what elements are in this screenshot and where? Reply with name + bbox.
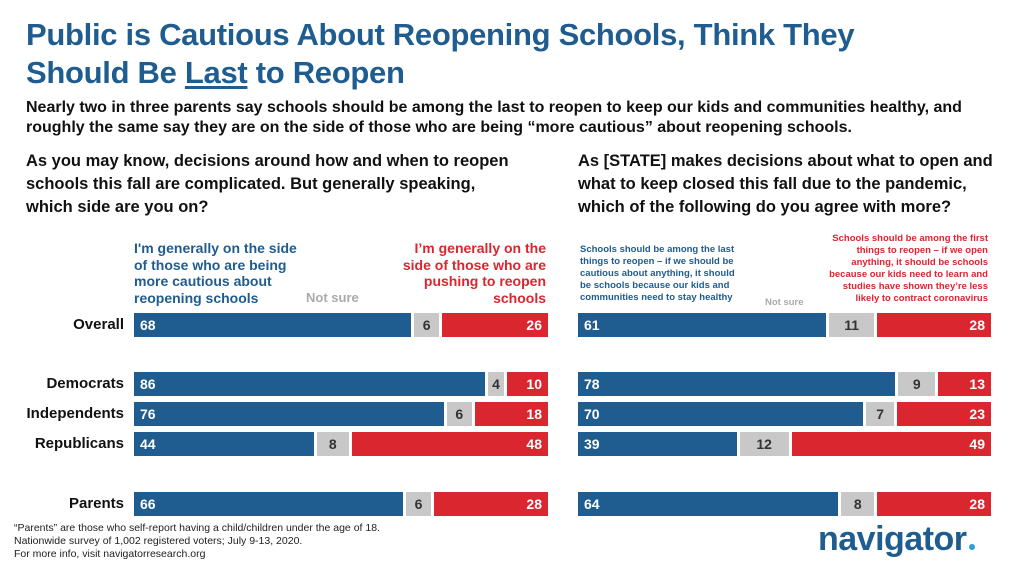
reopen-segment: 10: [507, 372, 548, 396]
right-legend-last: Schools should be among the last things …: [580, 244, 735, 303]
bar-independents-chart-1: 76 6 18: [134, 402, 548, 426]
bar-overall-chart-2: 61 11 28: [578, 313, 991, 337]
title-line-2-end: to Reopen: [247, 55, 405, 90]
title-line-2-start: Should Be: [26, 55, 185, 90]
bar-independents-chart-2: 70 7 23: [578, 402, 991, 426]
reopen-segment: 18: [474, 402, 548, 426]
not-sure-segment: 11: [829, 313, 875, 337]
navigator-logo: navigator: [818, 520, 975, 559]
not-sure-segment: 6: [447, 402, 472, 426]
cautious-segment: 64: [578, 492, 839, 516]
left-legend-not-sure: Not sure: [306, 290, 359, 305]
reopen-segment: 49: [791, 432, 991, 456]
reopen-segment: 28: [433, 492, 548, 516]
row-label-overall: Overall: [73, 316, 124, 333]
not-sure-segment: 6: [414, 313, 439, 337]
not-sure-segment: 8: [316, 432, 350, 456]
cautious-segment: 78: [578, 372, 896, 396]
footnote: “Parents” are those who self-report havi…: [14, 522, 380, 561]
footnote-line-2: Nationwide survey of 1,002 registered vo…: [14, 535, 303, 547]
cautious-segment: 66: [134, 492, 404, 516]
question-right: As [STATE] makes decisions about what to…: [578, 152, 993, 216]
reopen-segment: 28: [877, 492, 991, 516]
title-line-1: Public is Cautious About Reopening Schoo…: [26, 17, 855, 52]
not-sure-segment: 4: [487, 372, 505, 396]
row-label-parents: Parents: [68, 495, 124, 512]
bar-parents-chart-2: 64 8 28: [578, 492, 991, 516]
footnote-line-3: For more info, visit navigatorresearch.o…: [14, 548, 206, 560]
cautious-segment: 39: [578, 432, 737, 456]
bar-republicans-chart-1: 44 8 48: [134, 432, 548, 456]
row-label-independents: Independents: [26, 405, 124, 422]
row-label-democrats: Democrats: [46, 375, 124, 392]
bar-democrats-chart-1: 86 4 10: [134, 372, 548, 396]
bar-overall-chart-1: 68 6 26: [134, 313, 548, 337]
reopen-segment: 48: [352, 432, 548, 456]
bar-democrats-chart-2: 78 9 13: [578, 372, 991, 396]
page-title: Public is Cautious About Reopening Schoo…: [26, 16, 1006, 92]
logo-dot-icon: [968, 544, 975, 550]
cautious-segment: 44: [134, 432, 314, 456]
cautious-segment: 76: [134, 402, 445, 426]
title-underlined-word: Last: [184, 55, 248, 90]
question-left: As you may know, decisions around how an…: [26, 152, 509, 216]
not-sure-segment: 8: [841, 492, 875, 516]
logo-text: navigator: [818, 520, 967, 558]
reopen-segment: 26: [441, 313, 548, 337]
footnote-line-1: “Parents” are those who self-report havi…: [14, 522, 380, 534]
reopen-segment: 28: [877, 313, 991, 337]
right-legend-first: Schools should be among the first things…: [829, 233, 988, 304]
reopen-segment: 13: [938, 372, 991, 396]
not-sure-segment: 9: [898, 372, 936, 396]
cautious-segment: 86: [134, 372, 485, 396]
row-label-republicans: Republicans: [34, 435, 124, 452]
cautious-segment: 68: [134, 313, 412, 337]
bar-republicans-chart-2: 39 12 49: [578, 432, 991, 456]
left-legend-cautious: I'm generally on the side of those who a…: [134, 240, 297, 306]
cautious-segment: 70: [578, 402, 863, 426]
reopen-segment: 23: [897, 402, 991, 426]
not-sure-segment: 12: [739, 432, 789, 456]
bar-parents-chart-1: 66 6 28: [134, 492, 548, 516]
right-legend-not-sure: Not sure: [765, 297, 804, 308]
subtitle: Nearly two in three parents say schools …: [26, 99, 962, 136]
not-sure-segment: 7: [865, 402, 895, 426]
left-legend-reopen: I’m generally on the side of those who a…: [402, 240, 546, 306]
not-sure-segment: 6: [406, 492, 431, 516]
cautious-segment: 61: [578, 313, 827, 337]
